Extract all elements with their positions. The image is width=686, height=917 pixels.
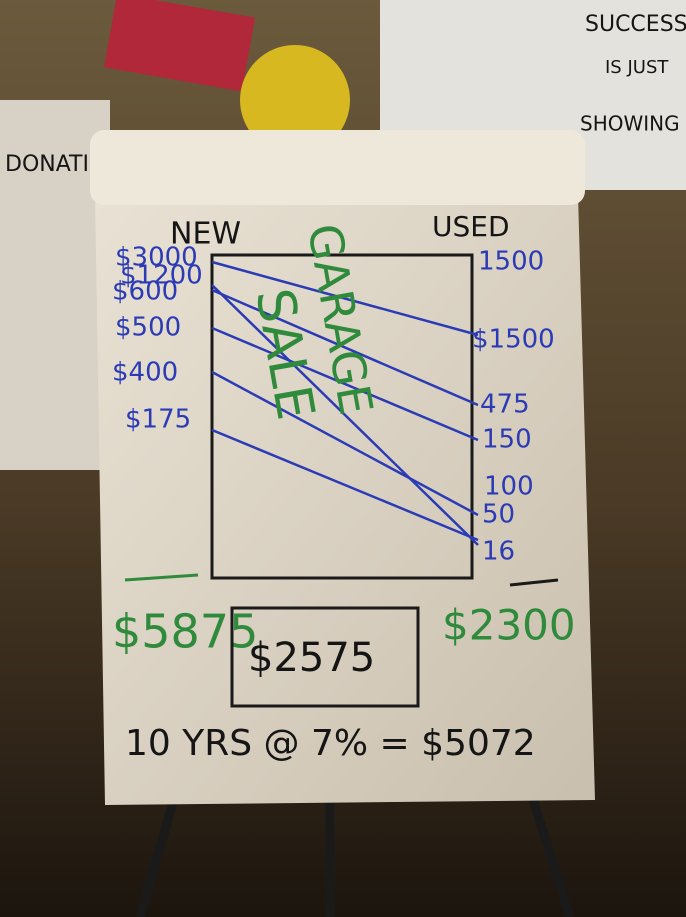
right-sign-text: SHOWING U	[580, 112, 686, 136]
projection: 10 YRS @ 7% = $5072	[125, 723, 536, 764]
new-price: $175	[125, 405, 191, 435]
new-price: $400	[112, 358, 178, 388]
new-price: $500	[115, 313, 181, 343]
photo: DONATI SUCCESS IS JUST SHOWING U NEW USE…	[0, 0, 686, 917]
used-price: 150	[482, 425, 532, 455]
used-price: 100	[484, 472, 534, 502]
total-used: $2300	[442, 601, 576, 650]
left-sign-text: DONATI	[5, 152, 89, 177]
used-price: 1500	[478, 247, 544, 277]
paper-roll	[90, 130, 585, 205]
right-sign-text: SUCCESS	[585, 12, 686, 37]
right-sign-text: IS JUST	[605, 57, 669, 78]
used-price: 50	[482, 500, 515, 530]
used-price: 16	[482, 537, 515, 567]
new-price: $600	[112, 277, 178, 307]
total-new: $5875	[112, 605, 258, 659]
difference: $2575	[248, 635, 375, 681]
used-header: USED	[432, 210, 510, 243]
used-price: $1500	[472, 325, 555, 355]
used-price: 475	[480, 390, 530, 420]
